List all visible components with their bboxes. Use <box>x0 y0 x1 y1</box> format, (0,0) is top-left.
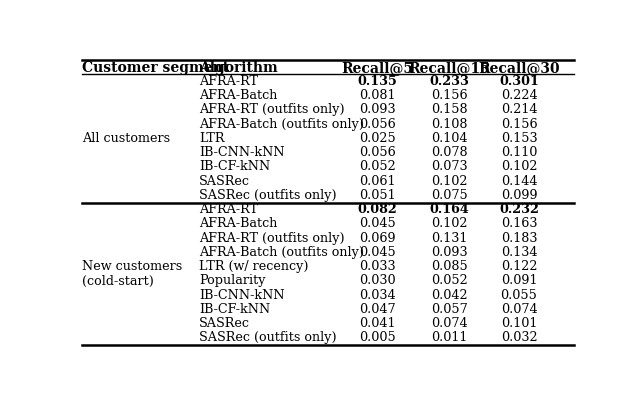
Text: 0.005: 0.005 <box>359 331 396 344</box>
Text: IB-CF-kNN: IB-CF-kNN <box>199 303 270 316</box>
Text: 0.032: 0.032 <box>500 331 537 344</box>
Text: 0.156: 0.156 <box>431 89 468 102</box>
Text: 0.056: 0.056 <box>359 146 396 159</box>
Text: 0.144: 0.144 <box>500 175 537 188</box>
Text: AFRA-Batch (outfits only): AFRA-Batch (outfits only) <box>199 118 364 131</box>
Text: Recall@5: Recall@5 <box>342 61 413 75</box>
Text: 0.057: 0.057 <box>431 303 468 316</box>
Text: 0.102: 0.102 <box>500 160 537 173</box>
Text: SASRec (outfits only): SASRec (outfits only) <box>199 189 337 202</box>
Text: 0.025: 0.025 <box>359 132 396 145</box>
Text: SASRec (outfits only): SASRec (outfits only) <box>199 331 337 344</box>
Text: 0.101: 0.101 <box>500 317 537 330</box>
Text: 0.104: 0.104 <box>431 132 468 145</box>
Text: 0.085: 0.085 <box>431 260 468 273</box>
Text: 0.082: 0.082 <box>358 203 397 216</box>
Text: 0.110: 0.110 <box>500 146 537 159</box>
Text: SASRec: SASRec <box>199 317 250 330</box>
Text: 0.301: 0.301 <box>499 75 539 88</box>
Text: Algorithm: Algorithm <box>199 61 278 75</box>
Text: AFRA-Batch: AFRA-Batch <box>199 217 277 230</box>
Text: 0.135: 0.135 <box>358 75 397 88</box>
Text: AFRA-RT: AFRA-RT <box>199 75 258 88</box>
Text: 0.052: 0.052 <box>431 274 468 287</box>
Text: 0.045: 0.045 <box>359 246 396 259</box>
Text: 0.051: 0.051 <box>359 189 396 202</box>
Text: 0.081: 0.081 <box>359 89 396 102</box>
Text: 0.164: 0.164 <box>429 203 469 216</box>
Text: 0.102: 0.102 <box>431 175 468 188</box>
Text: 0.078: 0.078 <box>431 146 468 159</box>
Text: 0.047: 0.047 <box>359 303 396 316</box>
Text: 0.131: 0.131 <box>431 232 468 245</box>
Text: 0.011: 0.011 <box>431 331 468 344</box>
Text: IB-CF-kNN: IB-CF-kNN <box>199 160 270 173</box>
Text: 0.034: 0.034 <box>359 289 396 302</box>
Text: 0.232: 0.232 <box>499 203 539 216</box>
Text: 0.233: 0.233 <box>429 75 470 88</box>
Text: 0.153: 0.153 <box>500 132 537 145</box>
Text: 0.183: 0.183 <box>500 232 537 245</box>
Text: 0.075: 0.075 <box>431 189 468 202</box>
Text: AFRA-Batch: AFRA-Batch <box>199 89 277 102</box>
Text: 0.056: 0.056 <box>359 118 396 131</box>
Text: 0.102: 0.102 <box>431 217 468 230</box>
Text: 0.073: 0.073 <box>431 160 468 173</box>
Text: 0.052: 0.052 <box>359 160 396 173</box>
Text: 0.069: 0.069 <box>359 232 396 245</box>
Text: 0.055: 0.055 <box>500 289 538 302</box>
Text: AFRA-RT (outfits only): AFRA-RT (outfits only) <box>199 232 345 245</box>
Text: AFRA-RT: AFRA-RT <box>199 203 258 216</box>
Text: SASRec: SASRec <box>199 175 250 188</box>
Text: LTR: LTR <box>199 132 225 145</box>
Text: AFRA-Batch (outfits only): AFRA-Batch (outfits only) <box>199 246 364 259</box>
Text: IB-CNN-kNN: IB-CNN-kNN <box>199 289 285 302</box>
Text: 0.061: 0.061 <box>359 175 396 188</box>
Text: 0.224: 0.224 <box>500 89 537 102</box>
Text: IB-CNN-kNN: IB-CNN-kNN <box>199 146 285 159</box>
Text: 0.030: 0.030 <box>359 274 396 287</box>
Text: 0.158: 0.158 <box>431 103 468 116</box>
Text: 0.163: 0.163 <box>500 217 537 230</box>
Text: Popularity: Popularity <box>199 274 266 287</box>
Text: 0.093: 0.093 <box>431 246 468 259</box>
Text: 0.122: 0.122 <box>500 260 537 273</box>
Text: Customer segment: Customer segment <box>83 61 230 75</box>
Text: 0.033: 0.033 <box>359 260 396 273</box>
Text: AFRA-RT (outfits only): AFRA-RT (outfits only) <box>199 103 345 116</box>
Text: 0.093: 0.093 <box>359 103 396 116</box>
Text: Recall@15: Recall@15 <box>409 61 490 75</box>
Text: 0.074: 0.074 <box>500 303 537 316</box>
Text: All customers: All customers <box>83 132 171 145</box>
Text: 0.156: 0.156 <box>500 118 537 131</box>
Text: 0.041: 0.041 <box>359 317 396 330</box>
Text: LTR (w/ recency): LTR (w/ recency) <box>199 260 308 273</box>
Text: 0.042: 0.042 <box>431 289 468 302</box>
Text: New customers
(cold-start): New customers (cold-start) <box>83 260 183 288</box>
Text: 0.045: 0.045 <box>359 217 396 230</box>
Text: 0.074: 0.074 <box>431 317 468 330</box>
Text: 0.099: 0.099 <box>500 189 537 202</box>
Text: Recall@30: Recall@30 <box>478 61 560 75</box>
Text: 0.108: 0.108 <box>431 118 468 131</box>
Text: 0.134: 0.134 <box>500 246 537 259</box>
Text: 0.214: 0.214 <box>500 103 537 116</box>
Text: 0.091: 0.091 <box>500 274 537 287</box>
